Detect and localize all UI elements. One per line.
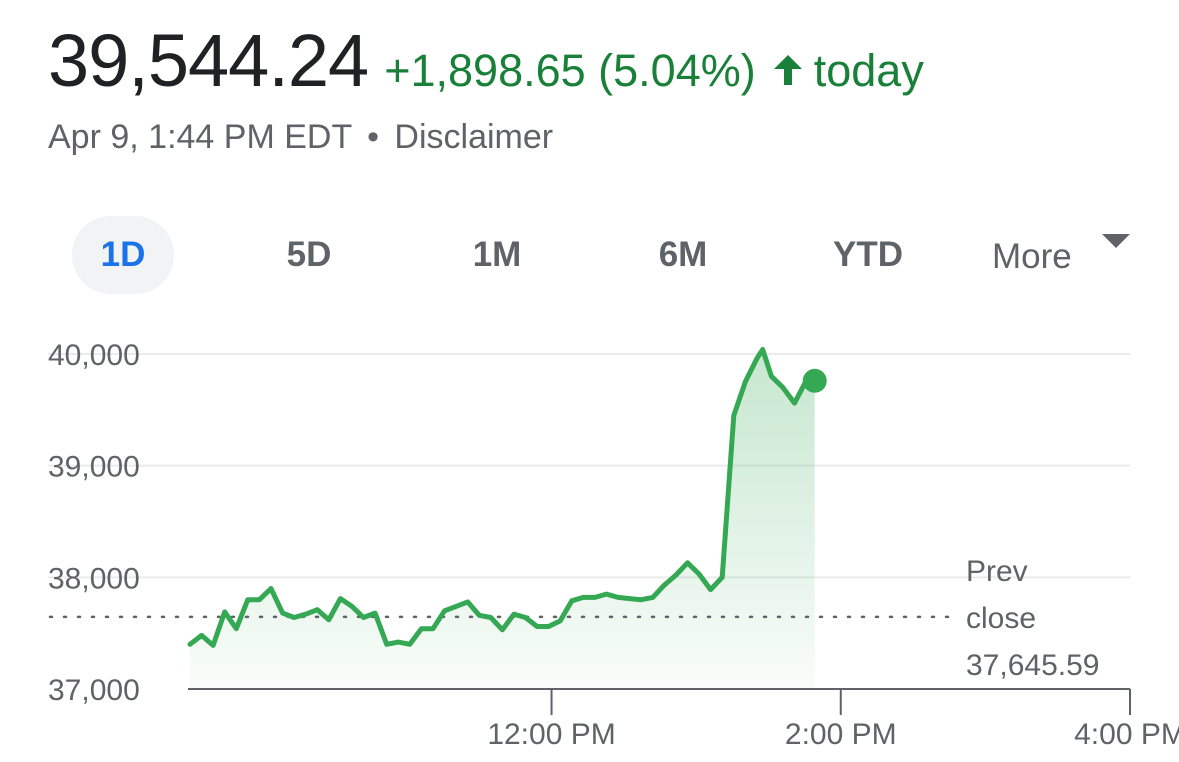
x-axis-ticks: 12:00 PM 2:00 PM 4:00 PM <box>487 689 1179 751</box>
quote-timestamp: Apr 9, 1:44 PM EDT <box>48 118 352 156</box>
x-tick-label: 4:00 PM <box>1074 718 1179 751</box>
change-period: today <box>813 45 924 96</box>
x-tick-label: 2:00 PM <box>785 718 897 751</box>
tab-5d[interactable]: 5D <box>286 235 332 274</box>
more-dropdown[interactable]: More <box>992 216 1130 294</box>
area-layer <box>190 349 815 689</box>
quote-meta: Apr 9, 1:44 PM EDT • Disclaimer <box>48 118 553 157</box>
y-tick-label: 39,000 <box>48 451 140 484</box>
range-tabs: 1D 5D 1M 6M YTD More <box>72 216 1152 294</box>
price-chart: 40,000 39,000 38,000 37,000 Prev close 37,645… <box>48 339 1179 751</box>
tab-1d[interactable]: 1D <box>72 216 174 294</box>
more-label: More <box>992 237 1072 276</box>
price-change: +1,898.65 (5.04%) <box>384 45 756 96</box>
meta-separator: • <box>367 118 379 156</box>
x-tick-label: 12:00 PM <box>487 718 615 751</box>
caret-down-icon <box>1101 234 1130 248</box>
current-price: 39,544.24 <box>48 19 369 102</box>
price-area-fill <box>190 349 815 689</box>
grid-lines <box>48 353 1130 579</box>
y-tick-label: 38,000 <box>48 562 140 595</box>
last-price-dot <box>802 368 827 393</box>
prev-close-label-line: 37,645.59 <box>966 649 1099 682</box>
prev-close-label-line: Prev <box>966 555 1028 588</box>
prev-close-label: Prev close 37,645.59 <box>966 555 1099 682</box>
tab-ytd[interactable]: YTD <box>833 235 903 274</box>
tab-6m[interactable]: 6M <box>658 235 708 274</box>
line-layer <box>187 347 827 648</box>
prev-close-label-line: close <box>966 602 1036 635</box>
price-line <box>187 347 818 648</box>
disclaimer-link[interactable]: Disclaimer <box>394 118 554 156</box>
quote-header: 39,544.24 +1,898.65 (5.04%) today <box>48 18 924 103</box>
tab-1m[interactable]: 1M <box>472 235 522 274</box>
y-tick-label: 37,000 <box>48 674 140 707</box>
arrow-up-icon <box>773 55 802 85</box>
y-axis-ticks: 40,000 39,000 38,000 37,000 <box>48 339 140 707</box>
y-tick-label: 40,000 <box>48 339 140 372</box>
